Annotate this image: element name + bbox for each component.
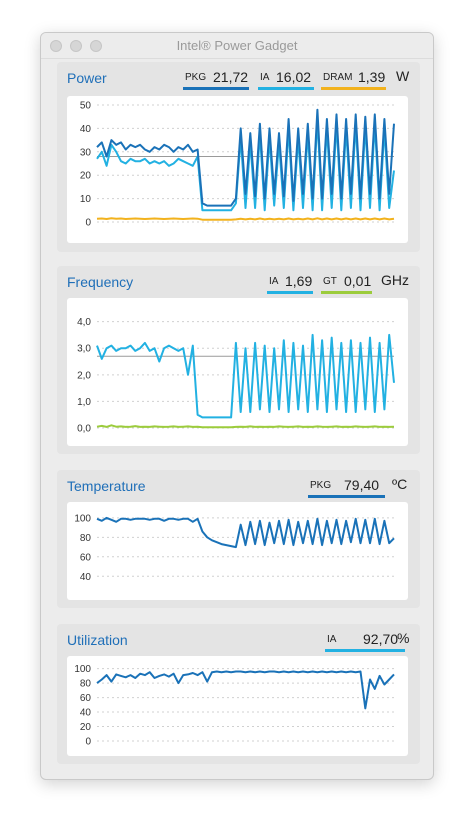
power-series-pkg-line — [96, 108, 395, 207]
power-y-tick-label: 20 — [80, 171, 92, 182]
utilization-y-tick-label: 40 — [80, 708, 92, 719]
frequency-gt-value: 0,01 — [344, 273, 372, 289]
frequency-title: Frequency — [67, 274, 134, 290]
frequency-gt-label: GT — [323, 276, 337, 287]
power-y-tick-label: 0 — [85, 218, 91, 229]
utilization-panel: Utilization IA 92,70 % 0 20 40 60 80 100 — [57, 624, 420, 764]
utilization-y-tick-label: 60 — [80, 693, 92, 704]
minimize-window-button[interactable] — [70, 40, 82, 52]
utilization-y-tick-label: 20 — [80, 722, 92, 733]
frequency-series-ia-line — [96, 333, 395, 419]
power-pkg-value: 21,72 — [213, 69, 249, 85]
temperature-series-pkg-line — [96, 516, 395, 549]
utilization-ia-label: IA — [327, 634, 337, 645]
utilization-ia-metric: IA 92,70 — [325, 630, 405, 652]
power-unit: W — [396, 68, 410, 84]
power-ia-color-bar — [258, 87, 314, 90]
frequency-unit: GHz — [381, 272, 409, 288]
temperature-y-tick-label: 80 — [80, 533, 92, 544]
utilization-chart-svg: 0 20 40 60 80 100 — [74, 664, 395, 748]
temperature-pkg-label: PKG — [310, 480, 332, 491]
power-y-tick-label: 50 — [80, 101, 92, 112]
utilization-y-tick-label: 80 — [80, 679, 92, 690]
frequency-series-gt-line — [96, 424, 395, 429]
temperature-y-tick-label: 40 — [80, 572, 92, 583]
frequency-y-tick-label: 1,0 — [77, 397, 91, 408]
power-ia-label: IA — [260, 72, 270, 83]
frequency-y-tick-label: 3,0 — [77, 344, 91, 355]
frequency-y-tick-label: 4,0 — [77, 317, 91, 328]
power-pkg-label: PKG — [185, 72, 207, 83]
utilization-series-ia-line — [96, 670, 395, 710]
frequency-gt-metric: GT 0,01 — [321, 272, 372, 294]
window-title: Intel® Power Gadget — [176, 38, 298, 53]
utilization-y-tick-label: 100 — [74, 664, 91, 675]
temperature-pkg-value: 79,40 — [344, 477, 380, 493]
temperature-y-tick-label: 60 — [80, 552, 92, 563]
frequency-ia-value: 1,69 — [285, 273, 313, 289]
frequency-y-tick-label: 2,0 — [77, 370, 91, 381]
utilization-y-tick-label: 0 — [85, 737, 91, 748]
frequency-ia-color-bar — [267, 291, 313, 294]
temperature-chart: 40 60 80 100 — [67, 502, 408, 600]
temperature-unit: ºC — [392, 476, 408, 492]
frequency-ia-metric: IA 1,69 — [267, 272, 313, 294]
power-chart: 0 10 20 30 40 50 — [67, 96, 408, 243]
frequency-y-tick-label: 0,0 — [77, 424, 91, 435]
power-panel: Power PKG 21,72 IA 16,02 DRAM 1,39 W 0 10… — [57, 62, 420, 252]
frequency-panel: Frequency IA 1,69 GT 0,01 GHz 0,0 1,0 2,0 3… — [57, 266, 420, 454]
power-ia-metric: IA 16,02 — [258, 68, 314, 90]
utilization-ia-value: 92,70 — [363, 631, 399, 647]
temperature-title: Temperature — [67, 478, 146, 494]
power-y-tick-label: 10 — [80, 194, 92, 205]
close-window-button[interactable] — [50, 40, 62, 52]
utilization-title: Utilization — [67, 632, 128, 648]
power-series-dram-line — [96, 217, 395, 221]
utilization-unit: % — [397, 630, 410, 646]
temperature-y-tick-label: 100 — [74, 513, 91, 524]
utilization-ia-color-bar — [325, 649, 405, 652]
frequency-chart-svg: 0,0 1,0 2,0 3,0 4,0 — [77, 317, 395, 435]
power-title: Power — [67, 70, 107, 86]
power-dram-metric: DRAM 1,39 — [321, 68, 386, 90]
frequency-gt-color-bar — [321, 291, 372, 294]
utilization-chart: 0 20 40 60 80 100 — [67, 656, 408, 756]
power-y-tick-label: 30 — [80, 147, 92, 158]
power-pkg-metric: PKG 21,72 — [183, 68, 249, 90]
power-dram-color-bar — [321, 87, 386, 90]
power-dram-label: DRAM — [323, 72, 353, 83]
power-pkg-color-bar — [183, 87, 249, 90]
power-chart-svg: 0 10 20 30 40 50 — [80, 101, 395, 229]
zoom-window-button[interactable] — [90, 40, 102, 52]
temperature-chart-svg: 40 60 80 100 — [74, 513, 395, 583]
power-dram-value: 1,39 — [358, 69, 386, 85]
frequency-ia-label: IA — [269, 276, 279, 287]
temperature-panel: Temperature PKG 79,40 ºC 40 60 80 100 — [57, 470, 420, 608]
temperature-pkg-metric: PKG 79,40 — [308, 476, 385, 498]
frequency-chart: 0,0 1,0 2,0 3,0 4,0 — [67, 298, 408, 446]
app-window: Intel® Power Gadget Power PKG 21,72 IA 1… — [40, 32, 434, 780]
title-bar[interactable]: Intel® Power Gadget — [41, 33, 433, 59]
power-y-tick-label: 40 — [80, 124, 92, 135]
power-ia-value: 16,02 — [276, 69, 312, 85]
temperature-pkg-color-bar — [308, 495, 385, 498]
